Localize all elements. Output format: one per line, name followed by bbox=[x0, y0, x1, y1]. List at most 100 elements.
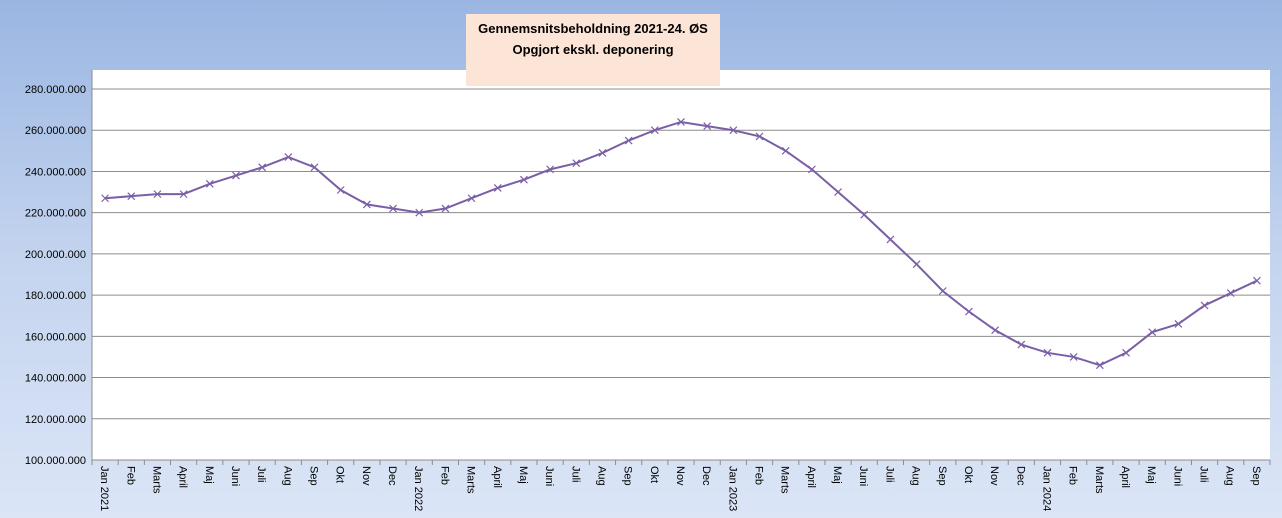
x-tick-label: Marts bbox=[150, 466, 162, 494]
x-tick-label: Sep bbox=[622, 466, 634, 486]
marker bbox=[232, 171, 240, 180]
marker bbox=[101, 194, 110, 203]
marker bbox=[965, 307, 973, 316]
y-tick-label: 100.000.000 bbox=[25, 455, 86, 467]
x-tick-label: Juli bbox=[255, 466, 267, 483]
x-tick-label: Feb bbox=[438, 466, 450, 485]
marker bbox=[389, 204, 397, 213]
x-tick-label: Juni bbox=[229, 466, 241, 486]
marker bbox=[441, 204, 450, 213]
marker bbox=[205, 179, 214, 188]
y-tick-label: 180.000.000 bbox=[25, 290, 86, 302]
marker bbox=[624, 136, 633, 145]
x-tick-label: Marts bbox=[1093, 466, 1105, 494]
marker bbox=[258, 163, 267, 172]
marker bbox=[1252, 276, 1261, 285]
y-tick-label: 240.000.000 bbox=[25, 166, 86, 178]
x-tick-label: Sep bbox=[308, 466, 320, 486]
x-tick-label: Jan 2023 bbox=[726, 466, 738, 511]
x-tick-label: Aug bbox=[1224, 466, 1236, 486]
marker bbox=[1226, 289, 1235, 297]
marker bbox=[729, 126, 738, 135]
marker bbox=[886, 235, 895, 244]
y-tick-label: 280.000.000 bbox=[25, 84, 86, 96]
marker bbox=[1174, 320, 1183, 328]
marker bbox=[1200, 301, 1209, 310]
chart-title: Gennemsnitsbeholdning 2021-24. ØS bbox=[478, 21, 708, 36]
x-tick-label: April bbox=[805, 466, 817, 488]
x-tick-label: Jan 2024 bbox=[1040, 466, 1052, 511]
marker bbox=[572, 159, 581, 168]
marker bbox=[127, 192, 136, 201]
y-tick-label: 140.000.000 bbox=[25, 373, 86, 385]
marker bbox=[336, 186, 345, 194]
marker bbox=[781, 146, 790, 155]
marker bbox=[860, 210, 869, 219]
x-tick-label: Marts bbox=[465, 466, 477, 494]
x-tick-label: Okt bbox=[334, 466, 346, 483]
x-tick-label: Sep bbox=[1250, 466, 1262, 486]
marker bbox=[938, 287, 947, 295]
x-tick-label: Okt bbox=[648, 466, 660, 483]
x-tick-label: Marts bbox=[779, 466, 791, 494]
marker bbox=[493, 184, 502, 192]
x-tick-label: Maj bbox=[1145, 466, 1157, 484]
marker bbox=[598, 148, 607, 157]
marker bbox=[1095, 361, 1104, 370]
marker bbox=[1148, 328, 1157, 337]
marker bbox=[807, 165, 816, 174]
marker bbox=[1069, 353, 1078, 361]
x-tick-label: Maj bbox=[831, 466, 843, 484]
x-tick-label: Aug bbox=[595, 466, 607, 486]
marker bbox=[677, 118, 685, 126]
y-tick-label: 200.000.000 bbox=[25, 249, 86, 261]
y-tick-label: 220.000.000 bbox=[25, 208, 86, 220]
x-tick-label: Aug bbox=[910, 466, 922, 486]
marker bbox=[703, 122, 712, 131]
x-tick-label: Nov bbox=[360, 466, 372, 486]
x-tick-label: Feb bbox=[1067, 466, 1079, 485]
x-tick-label: Jan 2021 bbox=[98, 466, 110, 511]
x-tick-label: Juli bbox=[883, 466, 895, 483]
marker bbox=[912, 260, 921, 269]
plot-area bbox=[92, 70, 1270, 460]
marker bbox=[1043, 348, 1052, 357]
marker bbox=[310, 163, 319, 172]
x-tick-label: Feb bbox=[753, 466, 765, 485]
marker bbox=[991, 326, 1000, 335]
x-tick-label: Maj bbox=[203, 466, 215, 484]
x-tick-label: Okt bbox=[962, 466, 974, 483]
chart-subtitle: Opgjort ekskl. deponering bbox=[512, 42, 673, 57]
marker bbox=[415, 208, 424, 217]
marker bbox=[179, 190, 188, 199]
x-tick-label: Maj bbox=[517, 466, 529, 484]
x-tick-label: Juni bbox=[1171, 466, 1183, 486]
x-tick-label: Juli bbox=[1198, 466, 1210, 483]
x-tick-label: Juli bbox=[569, 466, 581, 483]
x-tick-label: Dec bbox=[386, 466, 398, 486]
marker bbox=[834, 188, 842, 196]
x-tick-label: April bbox=[491, 466, 503, 488]
x-tick-label: Feb bbox=[124, 466, 136, 485]
x-tick-label: Juni bbox=[543, 466, 555, 486]
marker bbox=[520, 175, 528, 184]
title-box bbox=[466, 14, 720, 86]
marker bbox=[467, 194, 476, 203]
x-tick-label: Sep bbox=[936, 466, 948, 486]
marker bbox=[362, 200, 371, 209]
marker bbox=[1122, 348, 1130, 357]
x-tick-label: April bbox=[1119, 466, 1131, 488]
marker bbox=[650, 126, 659, 135]
marker bbox=[284, 153, 293, 161]
x-tick-label: Jan 2022 bbox=[412, 466, 424, 511]
x-tick-label: Nov bbox=[674, 466, 686, 486]
marker bbox=[546, 165, 555, 174]
x-tick-label: Aug bbox=[281, 466, 293, 486]
x-tick-label: Nov bbox=[988, 466, 1000, 486]
y-tick-label: 120.000.000 bbox=[25, 414, 86, 426]
x-tick-label: April bbox=[177, 466, 189, 488]
y-tick-label: 160.000.000 bbox=[25, 331, 86, 343]
marker bbox=[755, 132, 764, 141]
